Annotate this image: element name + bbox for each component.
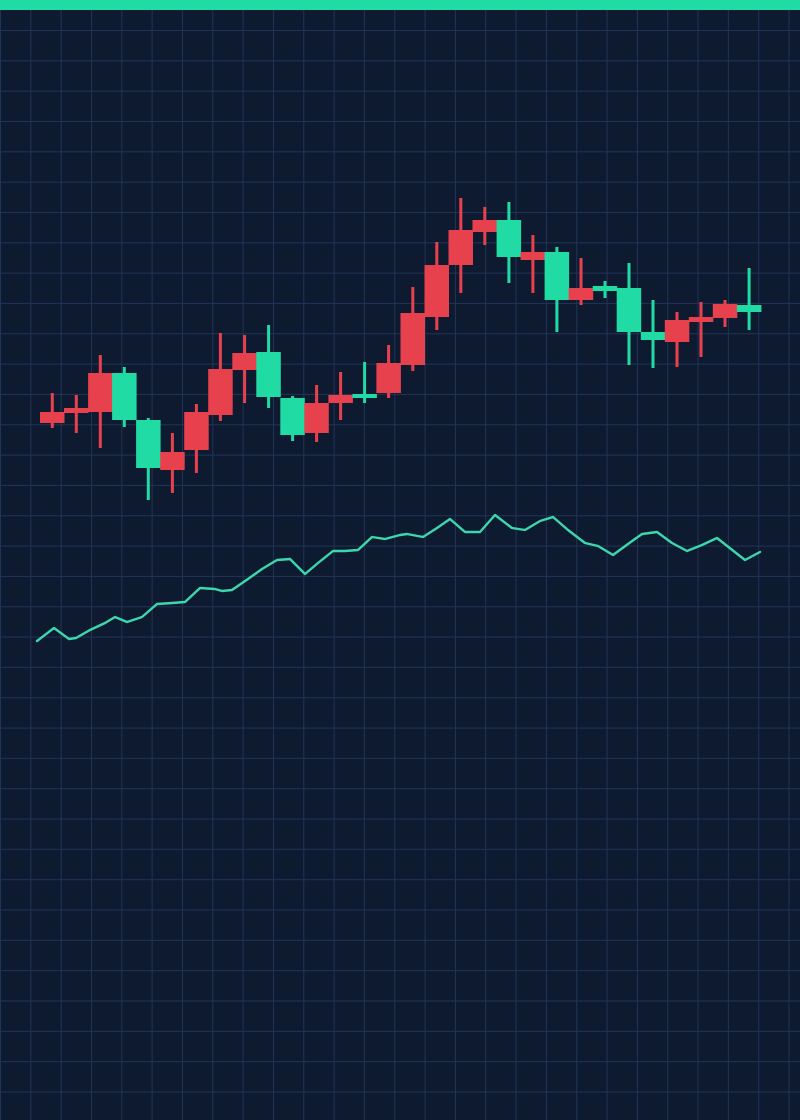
candle-wick [74,395,78,433]
candle-wick [363,362,367,403]
candlestick-chart [40,198,762,500]
candle-body [424,265,449,317]
candle-down [208,333,233,421]
candle-up [592,281,618,298]
candle-down [184,404,209,473]
candle-body [448,230,473,265]
candle-body [304,403,329,433]
candle-body [472,220,497,232]
candle-up [256,325,281,408]
candle-body [112,373,137,420]
candle-down [448,198,473,293]
candle-up [544,247,570,332]
candle-down [40,393,65,428]
candle-up [352,362,377,403]
candle-down [376,345,401,398]
candle-body [616,288,642,332]
candle-body [376,363,401,393]
candle-up [496,202,522,283]
candle-wick [579,258,583,305]
candle-body [400,313,425,365]
candle-down [232,335,257,403]
candle-down [472,207,497,245]
candle-body [256,352,281,397]
candle-body [160,452,185,470]
candle-body [688,317,714,322]
candle-body [208,369,233,415]
candle-body [568,288,594,300]
candle-up [736,268,762,330]
candle-body [664,320,690,342]
candle-down [424,242,449,330]
candle-body [136,420,161,468]
candle-body [184,412,209,450]
candle-down [568,258,594,305]
candle-wick [531,235,535,293]
candle-body [496,220,522,257]
candle-down [520,235,546,293]
candle-up [640,300,666,368]
candle-body [280,398,305,435]
candle-down [664,312,690,367]
candle-down [160,433,185,493]
candle-up [616,263,642,365]
line-series [35,513,762,643]
candle-down [328,372,353,420]
candle-up [280,396,305,441]
candle-body [592,286,618,291]
candle-body [40,412,65,423]
candle-wick [747,268,751,330]
candle-down [64,395,89,433]
candle-down [304,385,329,442]
candle-wick [50,393,54,428]
candle-down [88,355,113,448]
candle-down [688,302,714,357]
candle-wick [699,302,703,357]
chart-grid-background [0,10,800,1120]
candle-down [400,287,425,371]
candle-body [64,408,89,413]
line-chart [35,513,762,643]
top-accent-bar [0,0,800,10]
candle-body [640,332,666,340]
candle-body [88,373,113,412]
candle-body [352,394,377,398]
candle-body [736,305,762,312]
candle-body [544,252,570,300]
candle-body [712,304,738,318]
candle-body [520,252,546,260]
candle-up [136,418,161,500]
candle-down [712,300,738,327]
candle-body [328,395,353,403]
candle-up [112,367,137,427]
candle-body [232,353,257,370]
